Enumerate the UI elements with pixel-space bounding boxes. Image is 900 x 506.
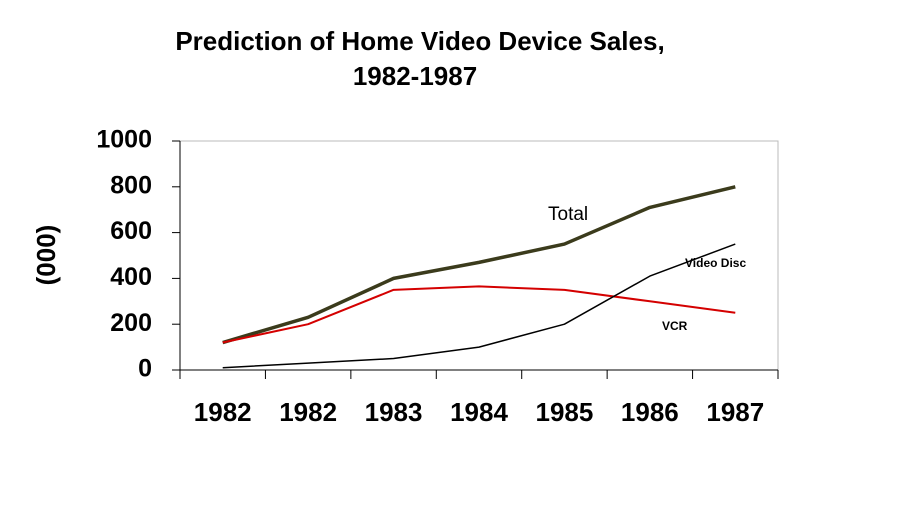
series-label: Video Disc [685, 256, 746, 270]
line-series [222, 185, 736, 345]
x-tick-label: 1984 [450, 397, 508, 427]
chart-title: 1982-1987 [353, 61, 477, 91]
series-label: Total [548, 204, 588, 225]
x-tick-label: 1987 [706, 397, 764, 427]
y-tick-label: 200 [110, 309, 152, 337]
y-tick-label: 1000 [96, 126, 152, 154]
y-tick-label: 0 [138, 355, 152, 383]
chart-title: Prediction of Home Video Device Sales, [175, 26, 664, 56]
line-series [222, 285, 736, 344]
y-axis-label: (000) [31, 225, 61, 286]
x-tick-label: 1986 [621, 397, 679, 427]
x-tick-label: 1982 [279, 397, 337, 427]
series-label: VCR [662, 319, 688, 333]
line-series [222, 243, 736, 369]
x-tick-label: 1982 [194, 397, 252, 427]
y-tick-label: 400 [110, 263, 152, 291]
x-tick-label: 1985 [536, 397, 594, 427]
y-tick-label: 600 [110, 217, 152, 245]
x-tick-label: 1983 [365, 397, 423, 427]
y-tick-label: 800 [110, 171, 152, 199]
